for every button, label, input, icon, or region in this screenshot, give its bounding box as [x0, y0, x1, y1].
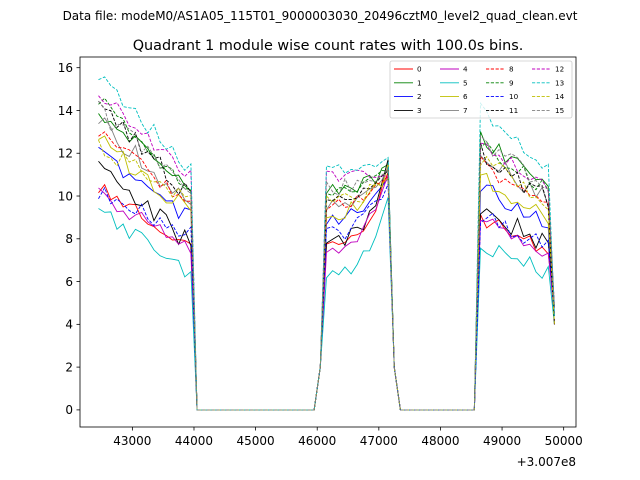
legend-label-14: 14 [555, 92, 565, 101]
x-tick-label: 44000 [175, 434, 213, 448]
x-tick-label: 49000 [483, 434, 521, 448]
legend-box [389, 60, 573, 119]
legend-label-4: 4 [463, 65, 468, 74]
plot-frame [79, 56, 577, 428]
legend-label-8: 8 [509, 65, 514, 74]
data-file-label: Data file: modeM0/AS1A05_115T01_90000030… [63, 9, 578, 23]
x-tick-label: 47000 [360, 434, 398, 448]
legend-label-0: 0 [417, 65, 422, 74]
x-tick-label: 45000 [237, 434, 275, 448]
x-tick-label: 50000 [545, 434, 583, 448]
legend-label-12: 12 [555, 65, 564, 74]
y-tick-label: 8 [65, 232, 73, 246]
x-offset-label: +3.007e8 [517, 455, 576, 469]
x-tick-label: 43000 [113, 434, 151, 448]
legend-label-5: 5 [463, 78, 468, 87]
x-axis: 43000 44000 45000 46000 47000 48000 49000 50000 [113, 427, 583, 448]
y-tick-label: 4 [65, 318, 73, 332]
series-lines [98, 76, 555, 411]
y-tick-label: 12 [58, 147, 73, 161]
legend-label-10: 10 [509, 92, 519, 101]
legend-label-9: 9 [509, 78, 514, 87]
chart-title: Quadrant 1 module wise count rates with … [133, 38, 524, 54]
series-line-10 [98, 183, 555, 411]
y-tick-label: 14 [58, 104, 73, 118]
legend-label-15: 15 [555, 106, 564, 115]
y-tick-label: 0 [65, 403, 73, 417]
x-tick-label: 46000 [298, 434, 336, 448]
legend-label-2: 2 [417, 92, 422, 101]
legend-label-1: 1 [417, 78, 422, 87]
y-tick-label: 10 [58, 189, 73, 203]
legend-label-6: 6 [463, 92, 468, 101]
legend-label-7: 7 [463, 106, 468, 115]
series-line-15 [98, 100, 555, 411]
y-tick-label: 6 [65, 275, 73, 289]
y-tick-label: 16 [58, 61, 73, 75]
legend-label-11: 11 [509, 106, 518, 115]
y-axis: 0 2 4 6 8 10 12 14 16 [58, 61, 80, 417]
y-tick-label: 2 [65, 360, 73, 374]
x-tick-label: 48000 [421, 434, 459, 448]
legend-label-13: 13 [555, 78, 564, 87]
legend-label-3: 3 [417, 106, 422, 115]
series-line-5 [98, 197, 555, 411]
